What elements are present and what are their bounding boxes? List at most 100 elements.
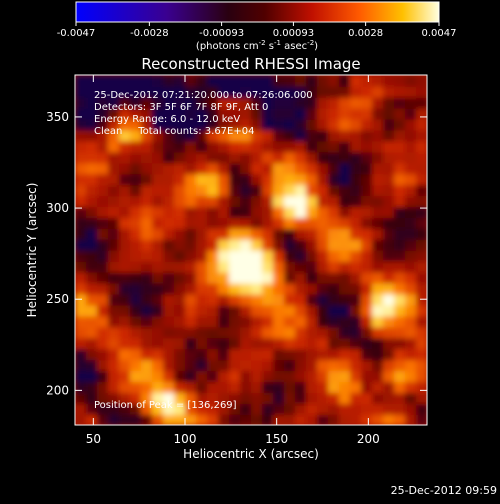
- heatmap-cell: [97, 162, 109, 175]
- heatmap-cell: [416, 414, 427, 425]
- heatmap-cell: [394, 271, 406, 284]
- heatmap-cell: [405, 337, 417, 350]
- heatmap-cell: [284, 359, 296, 372]
- heatmap-cell: [196, 151, 208, 164]
- heatmap-cell: [130, 140, 142, 153]
- heatmap-cell: [295, 239, 307, 251]
- heatmap-cell: [273, 206, 285, 218]
- heatmap-cell: [229, 304, 241, 317]
- heatmap-cell: [251, 195, 263, 208]
- heatmap-cell: [361, 403, 373, 415]
- colorbar-units: (photons cm-2 s-1 asec-2): [196, 39, 318, 52]
- heatmap-cell: [185, 195, 197, 208]
- heatmap-cell: [284, 260, 296, 273]
- heatmap-cell: [97, 403, 109, 415]
- heatmap-cell: [174, 260, 186, 273]
- heatmap-cell: [394, 381, 406, 393]
- heatmap-cell: [339, 85, 351, 98]
- heatmap-cell: [405, 370, 417, 383]
- heatmap-cell: [185, 151, 197, 164]
- heatmap-cell: [273, 173, 285, 186]
- heatmap-cell: [119, 326, 131, 339]
- heatmap-cell: [108, 260, 120, 273]
- heatmap-cell: [284, 129, 296, 142]
- heatmap-cell: [97, 228, 109, 240]
- heatmap-cell: [108, 392, 120, 404]
- heatmap-cell: [416, 260, 427, 273]
- heatmap-cell: [218, 403, 230, 415]
- heatmap-cell: [394, 348, 406, 361]
- heatmap-cell: [361, 381, 373, 393]
- heatmap-cell: [119, 107, 131, 120]
- heatmap-cell: [119, 282, 131, 295]
- heatmap-cell: [86, 129, 98, 142]
- heatmap-cell: [185, 403, 197, 415]
- heatmap-cell: [251, 107, 263, 120]
- heatmap-cell: [350, 239, 362, 251]
- heatmap-cell: [284, 107, 296, 120]
- heatmap-cell: [196, 173, 208, 186]
- heatmap-cell: [75, 184, 87, 197]
- heatmap-cell: [416, 206, 427, 218]
- heatmap-cell: [383, 162, 395, 175]
- heatmap-cell: [75, 75, 87, 87]
- heatmap-cell: [416, 151, 427, 164]
- heatmap-cell: [273, 359, 285, 372]
- heatmap-cell: [108, 162, 120, 175]
- heatmap-cell: [196, 304, 208, 317]
- heatmap-cell: [306, 403, 318, 415]
- heatmap-cell: [163, 151, 175, 164]
- heatmap-cell: [141, 392, 153, 404]
- heatmap-cell: [339, 107, 351, 120]
- heatmap-cell: [339, 326, 351, 339]
- heatmap-cell: [174, 348, 186, 361]
- heatmap-cell: [394, 217, 406, 229]
- heatmap-cell: [328, 370, 340, 383]
- heatmap-cell: [339, 315, 351, 328]
- heatmap-cell: [97, 381, 109, 393]
- heatmap-cell: [383, 75, 395, 87]
- heatmap-cell: [163, 403, 175, 415]
- heatmap-cell: [163, 75, 175, 87]
- heatmap-cell: [218, 96, 230, 109]
- heatmap-cell: [317, 239, 329, 251]
- heatmap-cell: [317, 129, 329, 142]
- heatmap-cell: [207, 217, 219, 229]
- heatmap-cell: [174, 184, 186, 197]
- heatmap-cell: [163, 228, 175, 240]
- heatmap-cell: [295, 96, 307, 109]
- heatmap-cell: [163, 304, 175, 317]
- heatmap-cell: [218, 250, 230, 262]
- heatmap-cell: [75, 228, 87, 240]
- heatmap-cell: [405, 173, 417, 186]
- heatmap-cell: [141, 206, 153, 218]
- heatmap-cell: [361, 151, 373, 164]
- heatmap-cell: [339, 162, 351, 175]
- heatmap-cell: [405, 206, 417, 218]
- heatmap-cell: [218, 337, 230, 350]
- heatmap-cell: [383, 140, 395, 153]
- heatmap-cell: [372, 184, 384, 197]
- info-line-time: 25-Dec-2012 07:21:20.000 to 07:26:06.000: [94, 90, 313, 101]
- heatmap-cell: [339, 359, 351, 372]
- heatmap-cell: [185, 326, 197, 339]
- heatmap-cell: [185, 271, 197, 284]
- heatmap-cell: [328, 315, 340, 328]
- heatmap-cell: [306, 392, 318, 404]
- heatmap-cell: [218, 381, 230, 393]
- heatmap-cell: [75, 151, 87, 164]
- heatmap-cell: [119, 359, 131, 372]
- heatmap-cell: [196, 337, 208, 350]
- heatmap-cell: [218, 85, 230, 98]
- heatmap-cell: [108, 271, 120, 284]
- heatmap-cell: [207, 348, 219, 361]
- heatmap-cell: [251, 118, 263, 131]
- heatmap-cell: [361, 162, 373, 175]
- heatmap-cell: [130, 162, 142, 175]
- heatmap-cell: [141, 315, 153, 328]
- heatmap-cell: [97, 293, 109, 306]
- heatmap-cell: [372, 282, 384, 295]
- heatmap-cell: [284, 140, 296, 153]
- heatmap-cell: [86, 239, 98, 251]
